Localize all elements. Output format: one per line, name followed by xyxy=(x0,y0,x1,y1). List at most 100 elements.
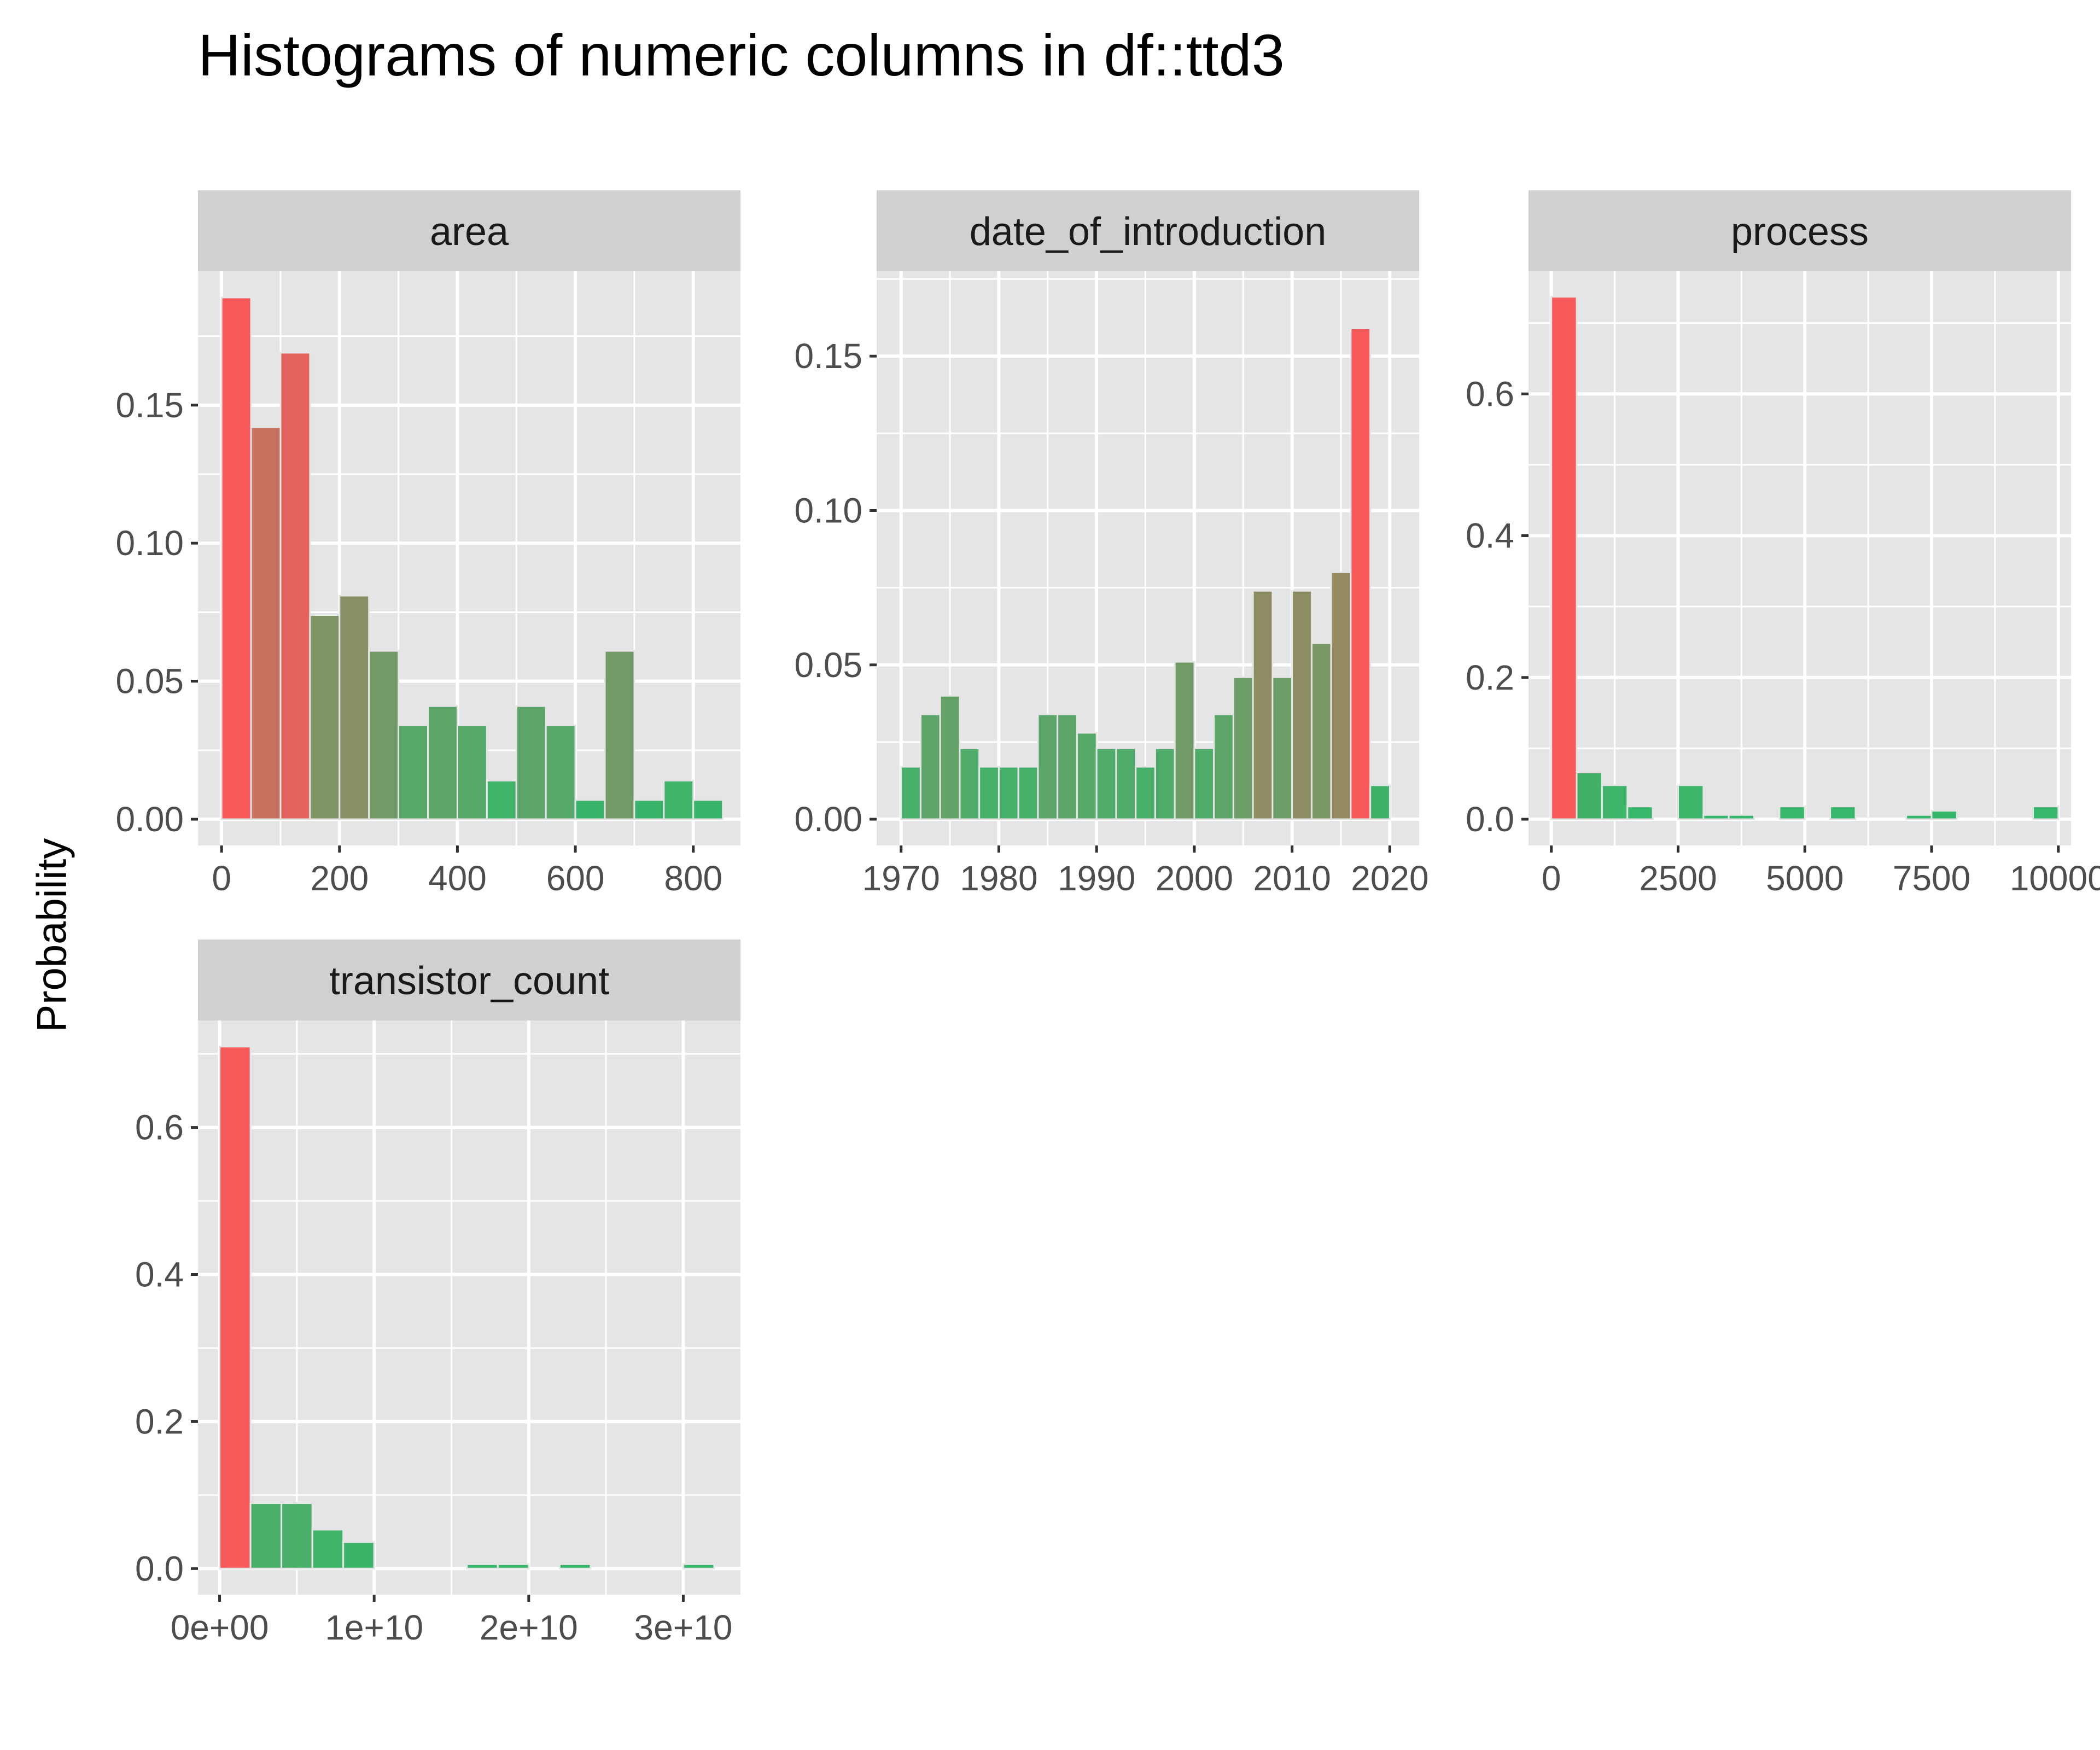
histogram-bar xyxy=(1576,771,1603,820)
histogram-bar xyxy=(456,724,488,820)
facet-panel-transistor_count: transistor_count 0e+00 1e+10 2e+10 3e+10 0.0 0… xyxy=(135,940,740,1647)
histogram-bar xyxy=(998,766,1019,820)
y-tick-label: 0.0 xyxy=(1466,800,1514,839)
histogram-bar xyxy=(1057,713,1078,820)
histogram-bar xyxy=(219,1046,252,1570)
histogram-bar xyxy=(311,1529,345,1570)
x-tick-label: 1970 xyxy=(862,859,940,898)
histogram-bar xyxy=(1174,661,1195,820)
x-tick-label: 7500 xyxy=(1893,859,1970,898)
facet-strip xyxy=(1529,190,2071,271)
histogram-bar xyxy=(279,352,311,820)
y-tick-label: 0.15 xyxy=(115,386,184,425)
chart-title: Histograms of numeric columns in df::ttd… xyxy=(198,22,1285,88)
histogram-bar xyxy=(1017,766,1039,820)
histogram-bar xyxy=(486,779,517,820)
x-tick-label: 2000 xyxy=(1156,859,1233,898)
x-tick-label: 10000 xyxy=(2010,859,2100,898)
histogram-bar xyxy=(339,594,370,820)
y-tick-label: 0.00 xyxy=(794,800,862,839)
panel-plot-area xyxy=(1529,271,2071,845)
histogram-bar xyxy=(919,713,941,820)
histogram-bar xyxy=(1135,766,1156,820)
histogram-bar xyxy=(939,695,961,820)
facet-panel-date_of_introduction: date_of_introduction 1970 1980 1990 2000 2010… xyxy=(794,190,1429,898)
histogram-bar xyxy=(1677,784,1705,820)
y-tick-label: 0.6 xyxy=(1466,374,1514,413)
histogram-bar xyxy=(309,614,341,820)
panel-plot-area xyxy=(198,271,740,845)
x-tick-label: 3e+10 xyxy=(634,1608,733,1647)
histogram-bar xyxy=(1702,814,1730,820)
histogram-bar xyxy=(1037,713,1059,820)
histogram-bar xyxy=(249,1502,283,1570)
histogram-bar xyxy=(1310,642,1332,820)
histogram-bar xyxy=(1829,806,1857,820)
y-tick-label: 0.4 xyxy=(135,1255,184,1294)
x-tick-label: 2e+10 xyxy=(480,1608,578,1647)
panel-plot-area xyxy=(198,1020,740,1595)
panel-background xyxy=(198,1020,740,1595)
histogram-bar xyxy=(368,650,400,820)
histogram-bar xyxy=(1350,327,1372,820)
histogram-bar xyxy=(978,766,1000,820)
histogram-bar xyxy=(1271,676,1293,820)
facet-strip-label: area xyxy=(430,210,509,254)
panel-plot-area xyxy=(877,271,1419,845)
histogram-bar xyxy=(281,1502,313,1570)
histogram-bar xyxy=(1369,784,1391,820)
histogram-bar xyxy=(1330,571,1352,820)
histogram-bar xyxy=(1778,806,1806,820)
x-tick-label: 400 xyxy=(428,859,487,898)
facet-panel-process: process 0 2500 5000 7500 10000 0.0 0.2 0.4 0.6 xyxy=(1466,190,2100,898)
histogram-bar xyxy=(959,747,981,820)
histogram-bar xyxy=(1905,814,1933,820)
histogram-bar xyxy=(398,724,429,820)
histogram-bar xyxy=(692,799,724,820)
y-tick-label: 0.05 xyxy=(794,645,862,685)
histogram-bar xyxy=(1095,747,1117,820)
panel-background xyxy=(1529,271,2071,845)
histogram-bar xyxy=(1291,590,1312,820)
histogram-bar xyxy=(515,705,547,820)
histogram-bar xyxy=(1601,784,1629,820)
y-tick-label: 0.0 xyxy=(135,1549,184,1588)
histogram-bar xyxy=(250,426,282,820)
facet-strip xyxy=(198,190,740,271)
y-tick-label: 0.00 xyxy=(115,800,184,839)
x-tick-label: 1980 xyxy=(960,859,1037,898)
histogram-bar xyxy=(633,799,665,820)
histogram-bar xyxy=(1076,732,1098,820)
histogram-bar xyxy=(497,1563,530,1570)
x-tick-label: 2500 xyxy=(1639,859,1717,898)
x-tick-label: 5000 xyxy=(1766,859,1844,898)
histogram-bar xyxy=(1626,806,1654,820)
histogram-bar xyxy=(900,766,921,820)
x-tick-label: 0e+00 xyxy=(171,1608,269,1647)
histogram-bar xyxy=(1154,747,1176,820)
y-tick-label: 0.6 xyxy=(135,1108,184,1147)
histogram-bar xyxy=(663,779,695,820)
facet-strip-label: date_of_introduction xyxy=(970,210,1327,254)
histogram-bar xyxy=(1252,590,1274,820)
histogram-bar xyxy=(604,650,635,820)
histogram-bar xyxy=(1193,747,1215,820)
y-tick-label: 0.2 xyxy=(135,1402,184,1441)
histogram-bar xyxy=(427,705,458,820)
x-tick-label: 1990 xyxy=(1058,859,1135,898)
histogram-bar xyxy=(2032,806,2060,820)
x-tick-label: 200 xyxy=(310,859,369,898)
histogram-bar xyxy=(220,296,252,820)
histogram-bar xyxy=(1728,814,1755,820)
y-tick-label: 0.10 xyxy=(794,491,862,530)
histogram-bar xyxy=(558,1563,592,1570)
y-tick-label: 0.05 xyxy=(115,662,184,701)
y-tick-label: 0.2 xyxy=(1466,658,1514,697)
facet-strip-label: transistor_count xyxy=(329,959,609,1003)
histogram-bar xyxy=(545,724,576,820)
histogram-bar xyxy=(574,799,606,820)
facet-strip xyxy=(877,190,1419,271)
x-tick-label: 2010 xyxy=(1253,859,1331,898)
x-tick-label: 0 xyxy=(1542,859,1561,898)
